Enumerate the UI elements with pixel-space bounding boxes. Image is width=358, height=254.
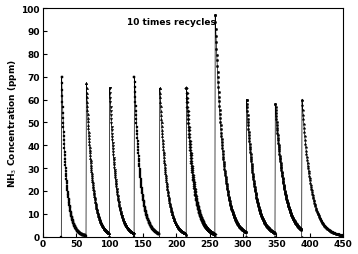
Text: 10 times recycles: 10 times recycles (127, 18, 216, 27)
Y-axis label: NH$_3$ Concentration (ppm): NH$_3$ Concentration (ppm) (6, 59, 19, 187)
